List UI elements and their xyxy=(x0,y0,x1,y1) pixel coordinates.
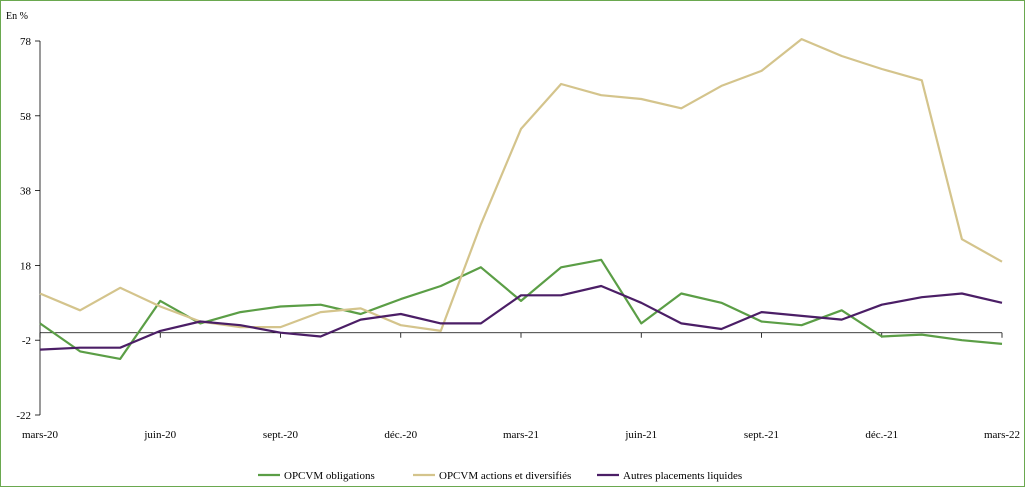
legend-label-1: OPCVM obligations xyxy=(284,470,375,482)
series-line-2 xyxy=(39,37,1003,332)
series-layer xyxy=(39,37,1003,360)
x-tick-label: mars-21 xyxy=(503,429,539,441)
x-tick-label: sept.-21 xyxy=(744,429,779,441)
x-tick-label: mars-20 xyxy=(22,429,59,441)
y-tick-label: -2 xyxy=(22,335,31,347)
y-tick-label: 78 xyxy=(20,36,32,48)
axes: -22 -2 18 38 58 78 En % mars-20 juin-20 sept.-20 d… xyxy=(6,11,1020,441)
series-line-3 xyxy=(39,284,1003,351)
x-tick-label: déc.-20 xyxy=(384,429,417,441)
legend-label-3: Autres placements liquides xyxy=(623,470,742,482)
x-tick-label: sept.-20 xyxy=(263,429,299,441)
y-tick-label: -22 xyxy=(16,410,31,422)
y-tick-label: 58 xyxy=(20,111,32,123)
x-tick-label: déc.-21 xyxy=(865,429,898,441)
x-tick-label: juin-20 xyxy=(143,429,176,441)
y-tick-label: 38 xyxy=(20,186,32,198)
legend-label-2: OPCVM actions et diversifiés xyxy=(439,470,571,482)
y-unit-label: En % xyxy=(6,11,28,22)
legend: OPCVM obligations OPCVM actions et divers… xyxy=(258,470,742,482)
x-tick-label: mars-22 xyxy=(984,429,1020,441)
x-tick-label: juin-21 xyxy=(624,429,657,441)
y-tick-label: 18 xyxy=(20,260,32,272)
series-line-1 xyxy=(39,258,1003,360)
